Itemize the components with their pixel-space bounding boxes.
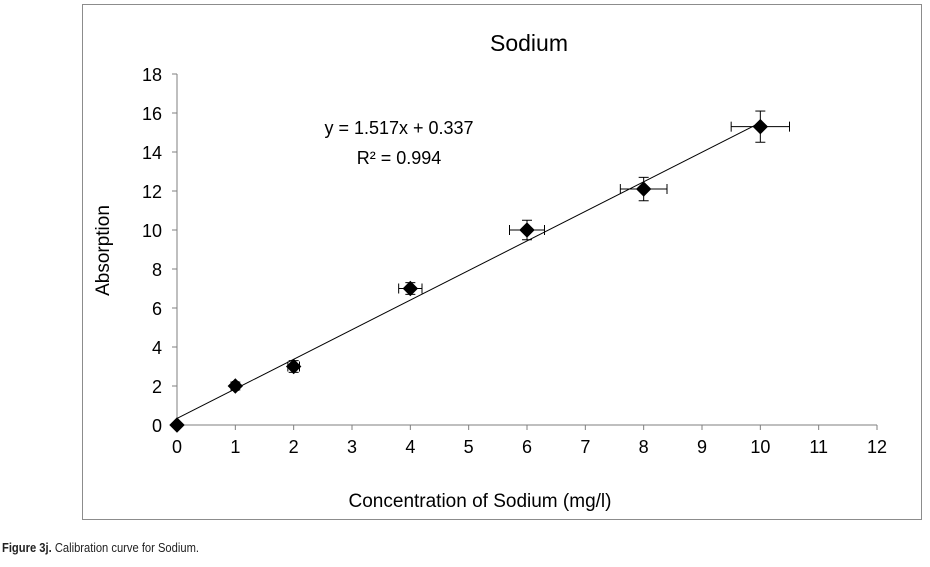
x-tick-label: 8 <box>639 437 649 457</box>
y-axis-title: Absorption <box>93 205 114 296</box>
y-tick-label: 10 <box>142 221 162 241</box>
y-tick-label: 16 <box>142 104 162 124</box>
trendline <box>176 122 761 419</box>
r-squared-label: R² = 0.994 <box>357 148 442 168</box>
x-tick-label: 7 <box>580 437 590 457</box>
data-point-marker <box>752 118 769 135</box>
data-point-marker <box>285 358 302 375</box>
chart-title: Sodium <box>490 30 568 56</box>
chart-frame: Sodium 0 2 4 6 8 10 12 14 16 18 0 1 2 3 4 5 6 7 8 9 10 11 12 Con… <box>82 4 922 520</box>
x-tick-label: 3 <box>347 437 357 457</box>
x-tick-label: 4 <box>405 437 415 457</box>
y-tick-label: 18 <box>142 65 162 85</box>
x-tick-label: 1 <box>230 437 240 457</box>
x-tick-label: 2 <box>289 437 299 457</box>
y-tick-label: 6 <box>152 299 162 319</box>
x-tick-label: 11 <box>809 437 828 457</box>
y-tick-label: 8 <box>152 260 162 280</box>
x-tick-label: 12 <box>867 437 887 457</box>
y-tick-label: 4 <box>152 338 162 358</box>
y-tick-label: 12 <box>142 182 162 202</box>
x-axis-title: Concentration of Sodium (mg/l) <box>349 491 612 512</box>
y-tick-label: 14 <box>142 143 162 163</box>
y-tick-label: 2 <box>152 377 162 397</box>
trendline-equation: y = 1.517x + 0.337 <box>324 118 473 138</box>
data-point-marker <box>402 280 419 297</box>
x-tick-label: 6 <box>522 437 532 457</box>
data-point-marker <box>635 181 652 197</box>
data-point-marker <box>227 378 244 394</box>
x-tick-label: 9 <box>697 437 707 457</box>
caption-text: Calibration curve for Sodium. <box>54 540 199 555</box>
y-tick-label: 0 <box>152 416 162 436</box>
x-tick-label: 10 <box>750 437 770 457</box>
x-tick-label: 5 <box>464 437 474 457</box>
figure-caption: Figure 3j. Calibration curve for Sodium. <box>2 540 199 555</box>
data-point-marker <box>169 417 185 433</box>
data-point-marker <box>519 222 535 238</box>
x-tick-label: 0 <box>172 437 182 457</box>
caption-label: Figure 3j. <box>2 540 52 555</box>
